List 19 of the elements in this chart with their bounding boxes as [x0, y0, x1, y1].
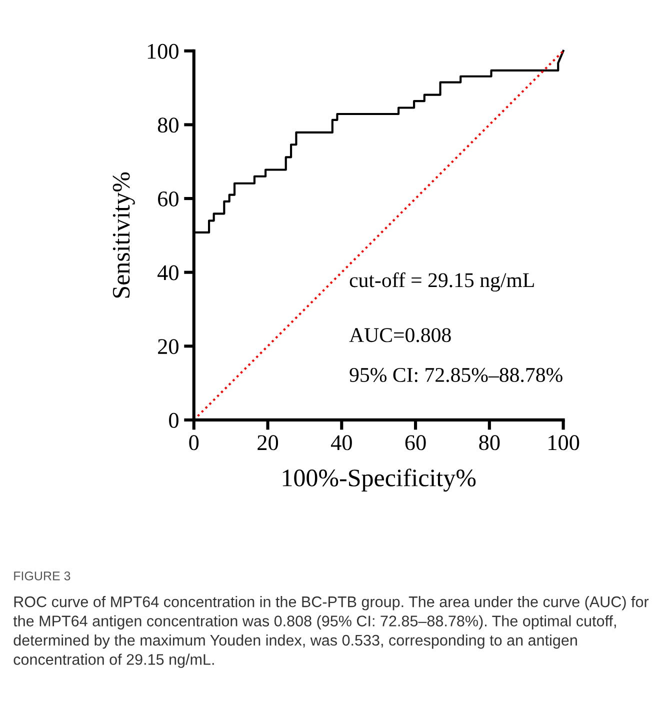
- x-tick-label: 60: [405, 435, 426, 450]
- y-tick-label: 80: [158, 118, 178, 133]
- y-axis-title: Sensitivity%: [112, 172, 135, 298]
- x-tick-label: 0: [189, 435, 199, 450]
- x-axis-title: 100%-Specificity%: [282, 468, 476, 492]
- annotation: AUC=0.808: [349, 328, 451, 342]
- y-tick-label: 20: [158, 339, 178, 354]
- text: ROC curve of MPT64 concentration in the BC-PTB group. The area under the curve (AUC) for the MPT64 antigen concentration was 0.808 (95% CI: 72.85–88.78%). The optimal cutoff, determined by the maximum Youden index, was 0.533, corresponding to an antigen concentration of 29.15 ng/mL.: [13, 596, 649, 668]
- x-tick-label: 40: [330, 435, 352, 450]
- y-tick-label: 0: [169, 412, 178, 428]
- x-tick-label: 80: [479, 435, 500, 450]
- annotation: 95% CI: 72.85%–88.78%: [350, 368, 562, 382]
- x-tick-label: 100: [548, 435, 580, 450]
- x-tick-label: 20: [258, 435, 278, 450]
- caption: FIGURE 3: [14, 572, 70, 580]
- y-tick-label: 60: [158, 191, 178, 206]
- y-tick-label: 40: [158, 265, 178, 280]
- annotation: cut-off = 29.15 ng/mL: [350, 272, 534, 292]
- y-tick-label: 100: [148, 44, 178, 59]
